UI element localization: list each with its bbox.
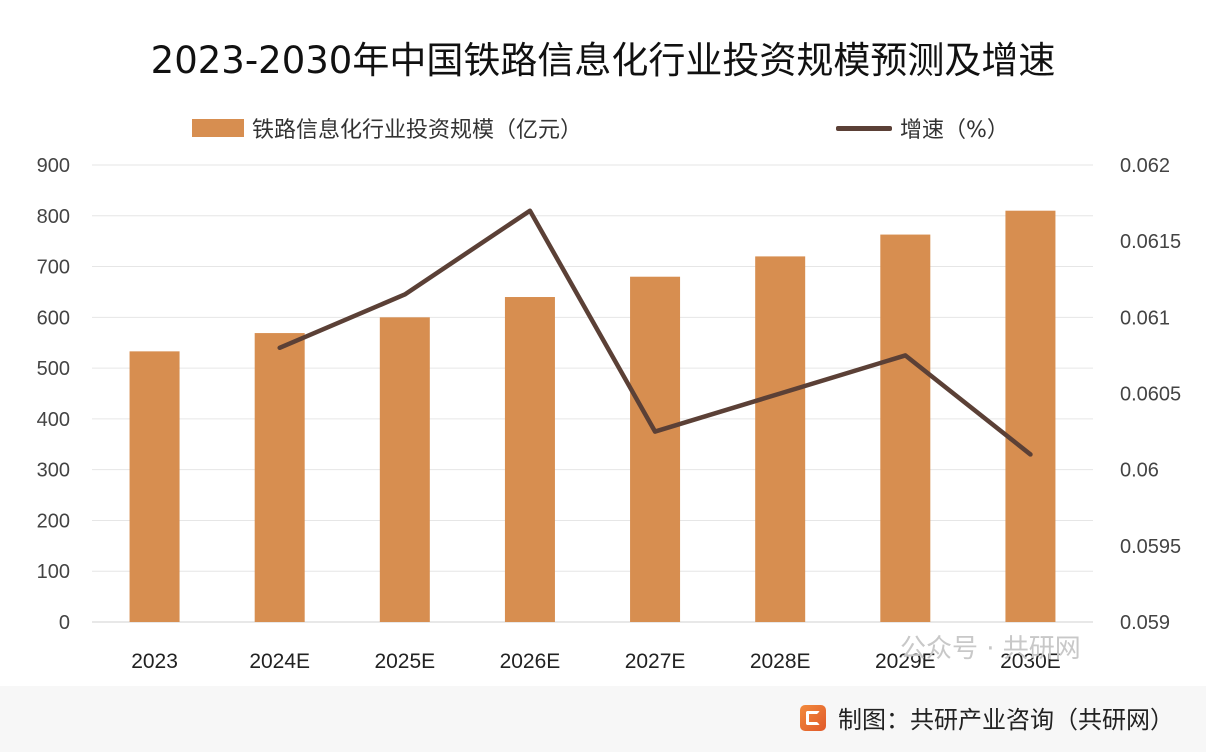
- bar: [1005, 210, 1056, 622]
- right-tick-label: 0.0595: [1120, 536, 1181, 558]
- bar: [379, 317, 430, 622]
- x-tick-label: 2028E: [750, 650, 811, 673]
- legend-item-line: 增速（%）: [836, 112, 1009, 144]
- left-tick-label: 800: [37, 206, 70, 228]
- left-tick-label: 600: [37, 307, 70, 329]
- legend-label-line: 增速（%）: [900, 118, 1009, 143]
- chart-svg: 0 100 200 300 400 500 600 700 800 900 0.059 0.0595…: [37, 155, 1182, 673]
- watermark-text: 公众号 · 共研网: [900, 634, 1081, 664]
- left-tick-label: 300: [37, 460, 70, 482]
- logo-icon: [800, 704, 826, 731]
- source-text: 制图：共研产业咨询（共研网）: [838, 706, 1174, 734]
- left-tick-label: 400: [37, 409, 70, 431]
- footer: 制图：共研产业咨询（共研网）: [0, 686, 1206, 752]
- left-tick-label: 200: [37, 510, 70, 532]
- bar: [880, 234, 931, 622]
- right-tick-label: 0.059: [1120, 612, 1170, 634]
- legend-swatch-bar: [192, 119, 244, 137]
- right-tick-label: 0.061: [1120, 307, 1170, 329]
- x-tick-label: 2029E: [875, 650, 936, 673]
- x-axis-ticks: 2023 2024E 2025E 2026E 2027E 2028E 2029E 2030E: [131, 650, 1061, 673]
- x-tick-label: 2026E: [500, 650, 561, 673]
- bar: [129, 351, 180, 622]
- chart-title: 2023-2030年中国铁路信息化行业投资规模预测及增速: [150, 39, 1056, 82]
- legend-item-bar: 铁路信息化行业投资规模（亿元）: [192, 112, 582, 144]
- right-tick-label: 0.062: [1120, 155, 1170, 177]
- x-tick-label: 2027E: [625, 650, 686, 673]
- bar: [755, 256, 806, 622]
- bars: [129, 210, 1056, 622]
- right-tick-label: 0.06: [1120, 460, 1159, 482]
- left-tick-label: 700: [37, 257, 70, 279]
- legend-swatch-line: [836, 125, 892, 131]
- x-tick-label: 2023: [131, 650, 178, 673]
- right-tick-label: 0.0615: [1120, 231, 1181, 253]
- chart-legend: 铁路信息化行业投资规模（亿元） 增速（%）: [0, 112, 1206, 144]
- x-tick-label: 2030E: [1000, 650, 1061, 673]
- left-axis-ticks: 0 100 200 300 400 500 600 700 800 900: [37, 155, 70, 634]
- bar: [504, 297, 555, 622]
- footer-source: 制图：共研产业咨询（共研网）: [800, 700, 1174, 735]
- bar: [254, 333, 305, 622]
- growth-line: [277, 208, 1033, 457]
- right-tick-label: 0.0605: [1120, 384, 1181, 406]
- x-tick-label: 2025E: [374, 650, 435, 673]
- left-tick-label: 500: [37, 358, 70, 380]
- gridlines: [92, 164, 1093, 623]
- right-axis-ticks: 0.059 0.0595 0.06 0.0605 0.061 0.0615 0.062: [1120, 155, 1181, 634]
- legend-label-bar: 铁路信息化行业投资规模（亿元）: [252, 118, 583, 143]
- x-tick-label: 2024E: [249, 650, 310, 673]
- left-tick-label: 100: [37, 561, 70, 583]
- left-tick-label: 900: [37, 155, 70, 177]
- bar: [630, 276, 681, 622]
- left-tick-label: 0: [59, 612, 70, 634]
